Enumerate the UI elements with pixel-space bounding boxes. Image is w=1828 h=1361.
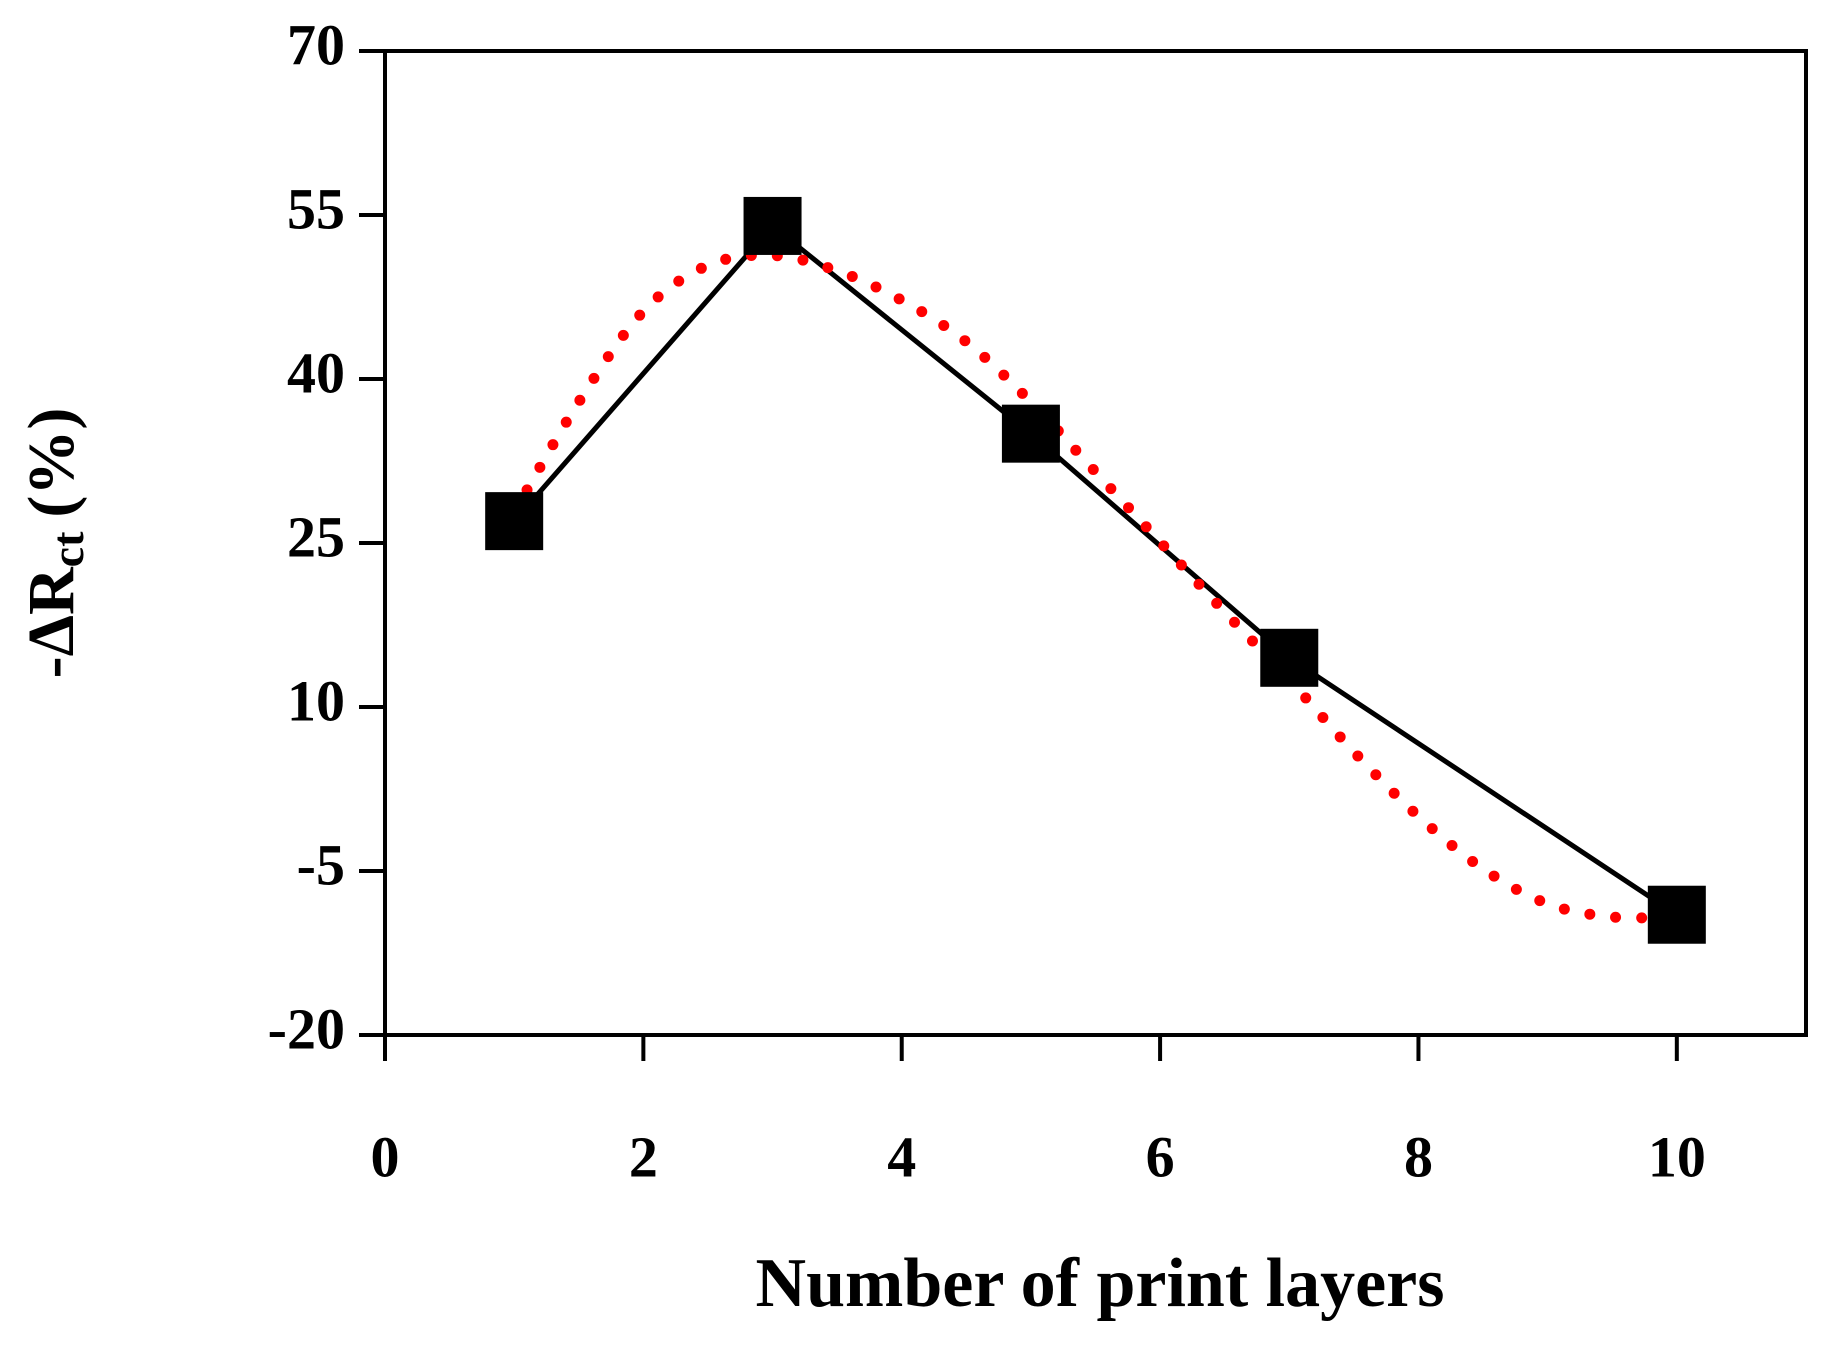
y-tick-label: -5 [297,832,345,897]
y-tick-label: 55 [287,176,345,241]
x-tick-label: 10 [1648,1124,1706,1189]
marker [743,196,802,255]
y-axis-title: -ΔRct (%) [15,408,92,679]
x-axis-title: Number of print layers [756,1245,1445,1322]
marker [1647,885,1706,944]
plot-frame [383,49,1808,1037]
x-tick-label: 8 [1404,1124,1433,1189]
data-line [512,222,1679,917]
x-tick-label: 0 [371,1124,400,1189]
y-tick-label: 40 [287,340,345,405]
y-tick-label: -20 [268,996,345,1061]
y-tick-label: 70 [287,12,345,77]
y-axis-title-main: -ΔR [15,566,88,678]
y-axis-title-unit: (%) [15,408,88,518]
x-tick-label: 4 [887,1124,916,1189]
trend-line [508,249,1683,924]
x-tick-label: 2 [629,1124,658,1189]
y-tick-label: 10 [287,668,345,733]
x-tick-label: 6 [1146,1124,1175,1189]
marker [1260,628,1319,687]
marker [1001,404,1060,463]
y-axis-title-sub: ct [42,531,93,567]
y-tick-label: 25 [287,504,345,569]
marker [485,492,544,551]
